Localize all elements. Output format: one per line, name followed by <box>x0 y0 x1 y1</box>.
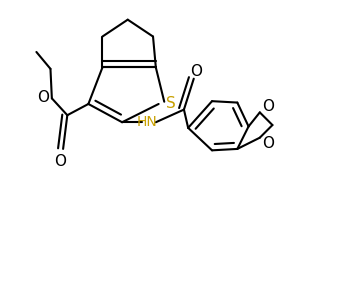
Text: O: O <box>262 136 274 151</box>
Text: O: O <box>37 90 49 105</box>
Text: O: O <box>262 99 274 114</box>
Text: HN: HN <box>137 115 157 129</box>
Text: O: O <box>190 64 202 79</box>
Text: O: O <box>54 154 66 169</box>
Text: S: S <box>166 96 176 112</box>
